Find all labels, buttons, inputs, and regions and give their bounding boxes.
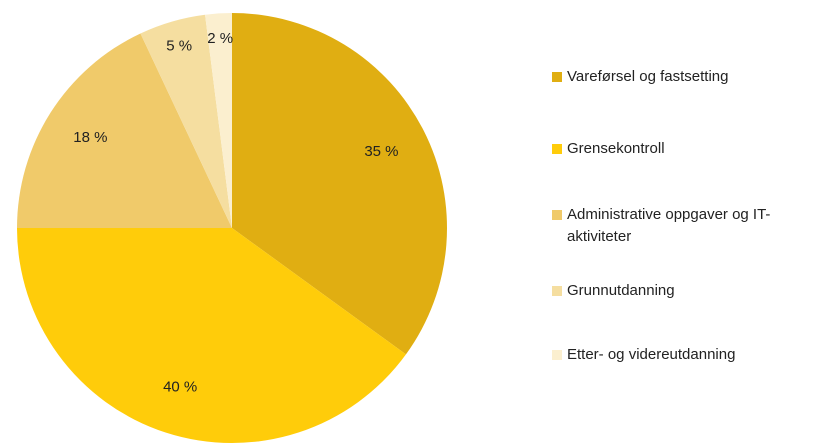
legend-item: Grensekontroll [552,138,782,160]
legend-item: Vareførsel og fastsetting [552,66,782,88]
legend-label: Vareførsel og fastsetting [567,68,729,85]
data-label: 35 % [364,143,398,160]
data-label: 18 % [73,129,107,146]
legend-swatch [552,144,562,154]
legend-label: Etter- og videreutdanning [567,346,736,363]
legend-swatch [552,350,562,360]
legend-label: Administrative oppgaver og IT-aktivitete… [567,206,771,245]
legend-item: Grunnutdanning [552,280,782,302]
data-label: 40 % [163,378,197,395]
legend-label: Grunnutdanning [567,282,675,299]
legend-swatch [552,72,562,82]
pie-slice [17,33,232,228]
pie-slice [140,14,232,228]
legend-item: Etter- og videreutdanning [552,344,782,366]
pie-slice [17,228,406,443]
legend-swatch [552,286,562,296]
legend-swatch [552,210,562,220]
legend: Vareførsel og fastsetting Grensekontroll A… [552,66,802,366]
data-label: 5 % [166,37,192,54]
legend-label: Grensekontroll [567,140,665,157]
pie-slice [205,13,232,228]
legend-item: Administrative oppgaver og IT-aktivitete… [552,204,782,248]
pie-slice [232,13,447,355]
data-label: 2 % [207,30,233,47]
